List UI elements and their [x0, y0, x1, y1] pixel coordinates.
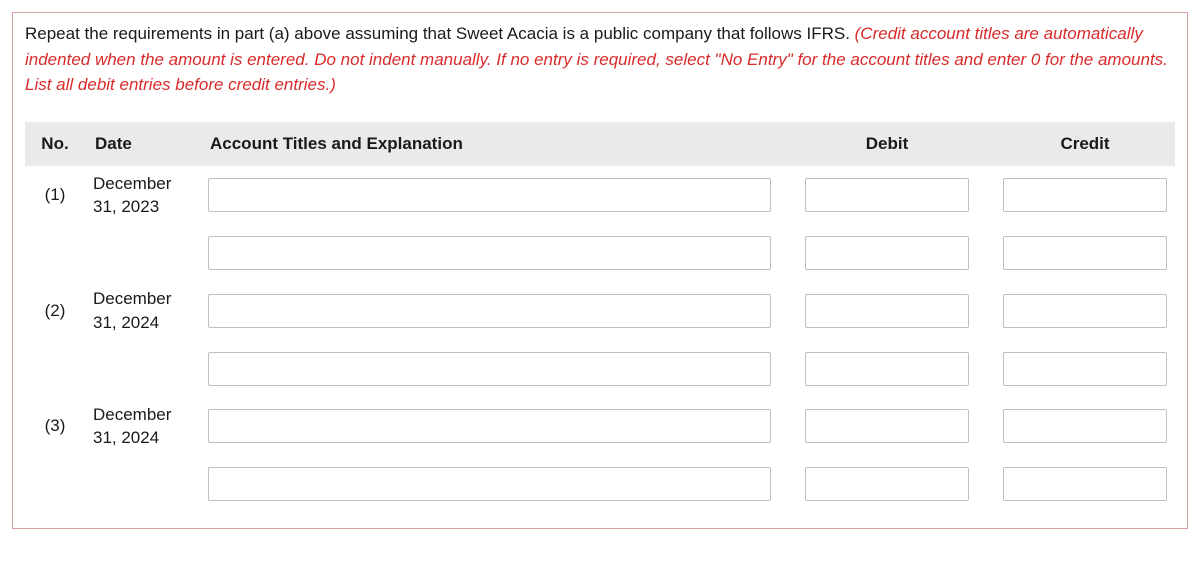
- row-date: [85, 456, 200, 512]
- instructions-black: Repeat the requirements in part (a) abov…: [25, 24, 855, 43]
- credit-cell: [995, 225, 1175, 281]
- gap-cell: [779, 397, 797, 457]
- account-input[interactable]: [208, 236, 771, 270]
- table-header-row: No. Date Account Titles and Explanation …: [25, 122, 1175, 166]
- gap-cell: [779, 341, 797, 397]
- debit-input[interactable]: [805, 178, 969, 212]
- credit-cell: [995, 456, 1175, 512]
- row-number: [25, 456, 85, 512]
- account-cell: [200, 397, 779, 457]
- table-body: (1)December31, 2023(2)December31, 2024(3…: [25, 166, 1175, 513]
- debit-input[interactable]: [805, 294, 969, 328]
- instructions-text: Repeat the requirements in part (a) abov…: [25, 21, 1175, 98]
- header-no: No.: [25, 122, 85, 166]
- row-number: [25, 341, 85, 397]
- table-row: [25, 456, 1175, 512]
- gap-cell: [977, 397, 995, 457]
- gap-cell: [977, 341, 995, 397]
- date-line1: December: [93, 403, 192, 427]
- account-input[interactable]: [208, 409, 771, 443]
- credit-input[interactable]: [1003, 409, 1167, 443]
- header-gap1: [779, 122, 797, 166]
- gap-cell: [977, 225, 995, 281]
- debit-cell: [797, 456, 977, 512]
- debit-cell: [797, 397, 977, 457]
- date-line2: 31, 2024: [93, 426, 192, 450]
- gap-cell: [779, 166, 797, 226]
- table-row: [25, 225, 1175, 281]
- account-cell: [200, 456, 779, 512]
- date-line2: 31, 2023: [93, 195, 192, 219]
- date-line1: December: [93, 172, 192, 196]
- table-row: (2)December31, 2024: [25, 281, 1175, 341]
- gap-cell: [779, 281, 797, 341]
- header-date: Date: [85, 122, 200, 166]
- row-number: (3): [25, 397, 85, 457]
- row-date: December31, 2024: [85, 397, 200, 457]
- gap-cell: [977, 166, 995, 226]
- credit-input[interactable]: [1003, 467, 1167, 501]
- credit-input[interactable]: [1003, 294, 1167, 328]
- table-row: (3)December31, 2024: [25, 397, 1175, 457]
- credit-cell: [995, 281, 1175, 341]
- gap-cell: [779, 225, 797, 281]
- row-date: December31, 2024: [85, 281, 200, 341]
- account-cell: [200, 281, 779, 341]
- credit-cell: [995, 341, 1175, 397]
- debit-cell: [797, 166, 977, 226]
- row-number: (1): [25, 166, 85, 226]
- gap-cell: [779, 456, 797, 512]
- account-input[interactable]: [208, 352, 771, 386]
- credit-input[interactable]: [1003, 236, 1167, 270]
- account-input[interactable]: [208, 467, 771, 501]
- credit-input[interactable]: [1003, 178, 1167, 212]
- question-container: Repeat the requirements in part (a) abov…: [12, 12, 1188, 529]
- journal-entry-table: No. Date Account Titles and Explanation …: [25, 122, 1175, 513]
- row-number: (2): [25, 281, 85, 341]
- header-debit: Debit: [797, 122, 977, 166]
- header-account: Account Titles and Explanation: [200, 122, 779, 166]
- gap-cell: [977, 281, 995, 341]
- account-input[interactable]: [208, 294, 771, 328]
- gap-cell: [977, 456, 995, 512]
- credit-cell: [995, 166, 1175, 226]
- debit-cell: [797, 281, 977, 341]
- credit-cell: [995, 397, 1175, 457]
- table-row: [25, 341, 1175, 397]
- debit-input[interactable]: [805, 352, 969, 386]
- date-line1: December: [93, 287, 192, 311]
- account-cell: [200, 225, 779, 281]
- table-row: (1)December31, 2023: [25, 166, 1175, 226]
- account-cell: [200, 166, 779, 226]
- row-number: [25, 225, 85, 281]
- debit-cell: [797, 341, 977, 397]
- debit-input[interactable]: [805, 467, 969, 501]
- debit-cell: [797, 225, 977, 281]
- row-date: December31, 2023: [85, 166, 200, 226]
- date-line2: 31, 2024: [93, 311, 192, 335]
- account-input[interactable]: [208, 178, 771, 212]
- header-gap2: [977, 122, 995, 166]
- credit-input[interactable]: [1003, 352, 1167, 386]
- header-credit: Credit: [995, 122, 1175, 166]
- row-date: [85, 225, 200, 281]
- account-cell: [200, 341, 779, 397]
- row-date: [85, 341, 200, 397]
- debit-input[interactable]: [805, 236, 969, 270]
- debit-input[interactable]: [805, 409, 969, 443]
